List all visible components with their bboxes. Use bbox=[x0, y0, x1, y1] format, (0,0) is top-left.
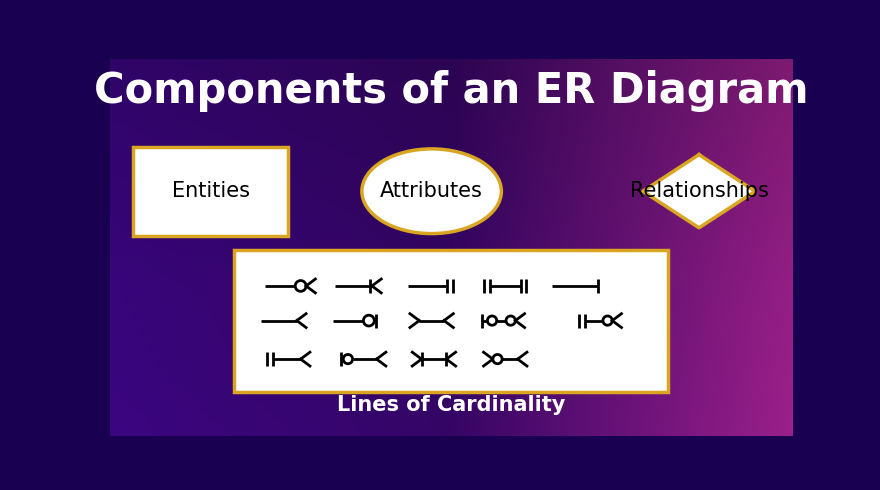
Ellipse shape bbox=[362, 149, 502, 234]
Bar bbox=[234, 250, 668, 392]
Circle shape bbox=[493, 354, 502, 364]
Circle shape bbox=[343, 354, 353, 364]
Text: Attributes: Attributes bbox=[380, 181, 483, 201]
Text: Entities: Entities bbox=[172, 181, 250, 201]
Circle shape bbox=[363, 315, 374, 326]
Text: Relationships: Relationships bbox=[629, 181, 768, 201]
Text: Lines of Cardinality: Lines of Cardinality bbox=[337, 395, 565, 416]
Bar bbox=[133, 147, 289, 236]
Circle shape bbox=[506, 316, 516, 325]
Polygon shape bbox=[642, 155, 755, 228]
Text: Components of an ER Diagram: Components of an ER Diagram bbox=[94, 70, 808, 112]
Circle shape bbox=[295, 281, 306, 292]
Circle shape bbox=[488, 316, 496, 325]
Circle shape bbox=[603, 316, 612, 325]
